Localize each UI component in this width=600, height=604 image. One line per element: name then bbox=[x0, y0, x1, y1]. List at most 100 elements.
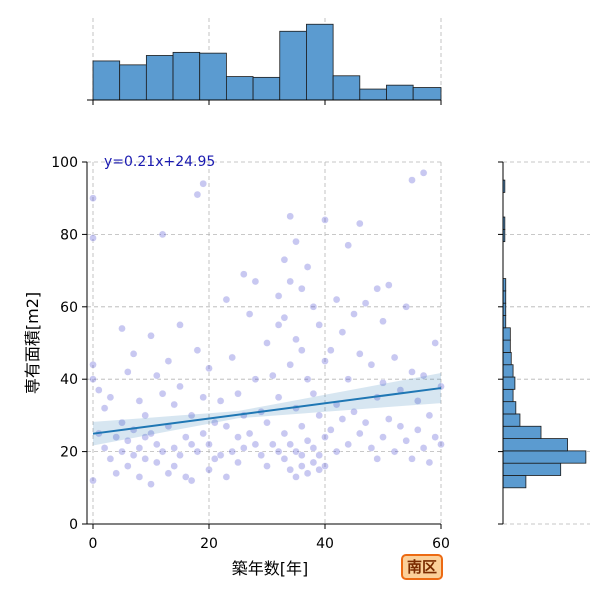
data-point bbox=[292, 447, 300, 456]
y-tick-label: 100 bbox=[51, 155, 78, 171]
data-point bbox=[129, 451, 138, 460]
data-point bbox=[402, 436, 411, 445]
data-point bbox=[332, 447, 341, 456]
data-point bbox=[303, 436, 312, 445]
data-point bbox=[152, 440, 161, 449]
right-hist-bar bbox=[502, 339, 511, 353]
data-point bbox=[176, 321, 184, 329]
right-hist-bar bbox=[502, 376, 516, 390]
data-point bbox=[286, 465, 295, 474]
data-point bbox=[431, 433, 440, 441]
data-point bbox=[100, 444, 109, 452]
data-point bbox=[384, 415, 393, 423]
data-point bbox=[141, 433, 150, 441]
data-point bbox=[89, 194, 97, 203]
data-point bbox=[268, 371, 277, 380]
data-point bbox=[176, 451, 184, 460]
data-point bbox=[425, 458, 434, 467]
data-point bbox=[350, 310, 358, 318]
data-point bbox=[408, 176, 416, 184]
data-point bbox=[245, 310, 254, 318]
data-point bbox=[251, 375, 260, 384]
data-point bbox=[297, 422, 306, 431]
data-point bbox=[280, 454, 289, 463]
data-point bbox=[268, 440, 277, 449]
data-point bbox=[321, 462, 329, 470]
data-point bbox=[181, 473, 190, 481]
data-point bbox=[280, 255, 289, 264]
data-point bbox=[106, 454, 115, 463]
data-point bbox=[292, 335, 300, 344]
data-point bbox=[187, 440, 196, 449]
data-point bbox=[419, 444, 428, 452]
data-point bbox=[129, 350, 138, 358]
right-hist-bar bbox=[502, 401, 517, 415]
data-point bbox=[141, 454, 150, 463]
data-point bbox=[309, 389, 318, 398]
data-point bbox=[239, 444, 248, 452]
data-point bbox=[326, 426, 335, 434]
data-point bbox=[263, 418, 271, 427]
right-hist-bar bbox=[502, 425, 542, 439]
data-point bbox=[413, 397, 422, 405]
data-point bbox=[315, 451, 324, 460]
data-point bbox=[309, 458, 318, 467]
data-point bbox=[210, 418, 219, 427]
data-point bbox=[286, 360, 295, 369]
x-tick-label: 0 bbox=[89, 536, 98, 552]
data-point bbox=[205, 440, 213, 449]
data-point bbox=[419, 169, 428, 177]
data-point bbox=[118, 418, 126, 427]
data-point bbox=[413, 426, 422, 434]
data-point bbox=[274, 321, 283, 329]
y-tick-label: 80 bbox=[60, 227, 78, 243]
data-point bbox=[402, 302, 411, 311]
right-hist-bar bbox=[502, 438, 568, 452]
scatter-points bbox=[89, 169, 445, 489]
data-point bbox=[338, 415, 347, 423]
data-point bbox=[419, 371, 428, 380]
data-point bbox=[373, 454, 382, 463]
data-point bbox=[303, 263, 312, 271]
data-point bbox=[199, 429, 208, 438]
data-point bbox=[274, 292, 283, 300]
data-point bbox=[309, 302, 318, 311]
data-point bbox=[135, 444, 144, 452]
data-point bbox=[234, 433, 242, 441]
data-point bbox=[297, 451, 306, 460]
data-point bbox=[222, 473, 231, 481]
top-hist-bar bbox=[92, 60, 121, 101]
data-point bbox=[280, 313, 289, 322]
top-hist-bar bbox=[119, 64, 147, 101]
data-point bbox=[437, 440, 445, 449]
top-hist-bar bbox=[252, 76, 281, 101]
data-point bbox=[112, 433, 121, 441]
data-point bbox=[355, 219, 364, 228]
data-point bbox=[292, 473, 300, 481]
data-point bbox=[390, 353, 399, 362]
data-point bbox=[147, 429, 155, 438]
right-hist-bar bbox=[502, 462, 562, 476]
data-point bbox=[303, 469, 312, 478]
x-tick-label: 60 bbox=[432, 536, 450, 552]
data-point bbox=[135, 397, 144, 405]
data-point bbox=[274, 393, 283, 402]
top-hist-bar bbox=[359, 88, 387, 101]
data-point bbox=[147, 480, 155, 489]
data-point bbox=[118, 447, 126, 456]
data-point bbox=[118, 324, 126, 333]
data-point bbox=[187, 411, 196, 420]
data-point bbox=[251, 440, 260, 449]
data-point bbox=[89, 476, 97, 485]
y-tick-label: 20 bbox=[60, 445, 78, 461]
top-hist-bar bbox=[145, 55, 174, 101]
right-histogram bbox=[498, 161, 590, 525]
right-hist-bar bbox=[502, 450, 587, 464]
data-point bbox=[100, 404, 109, 413]
data-point bbox=[315, 465, 324, 474]
data-point bbox=[355, 429, 364, 438]
data-point bbox=[431, 339, 440, 347]
data-point bbox=[315, 411, 324, 420]
data-point bbox=[123, 368, 132, 376]
